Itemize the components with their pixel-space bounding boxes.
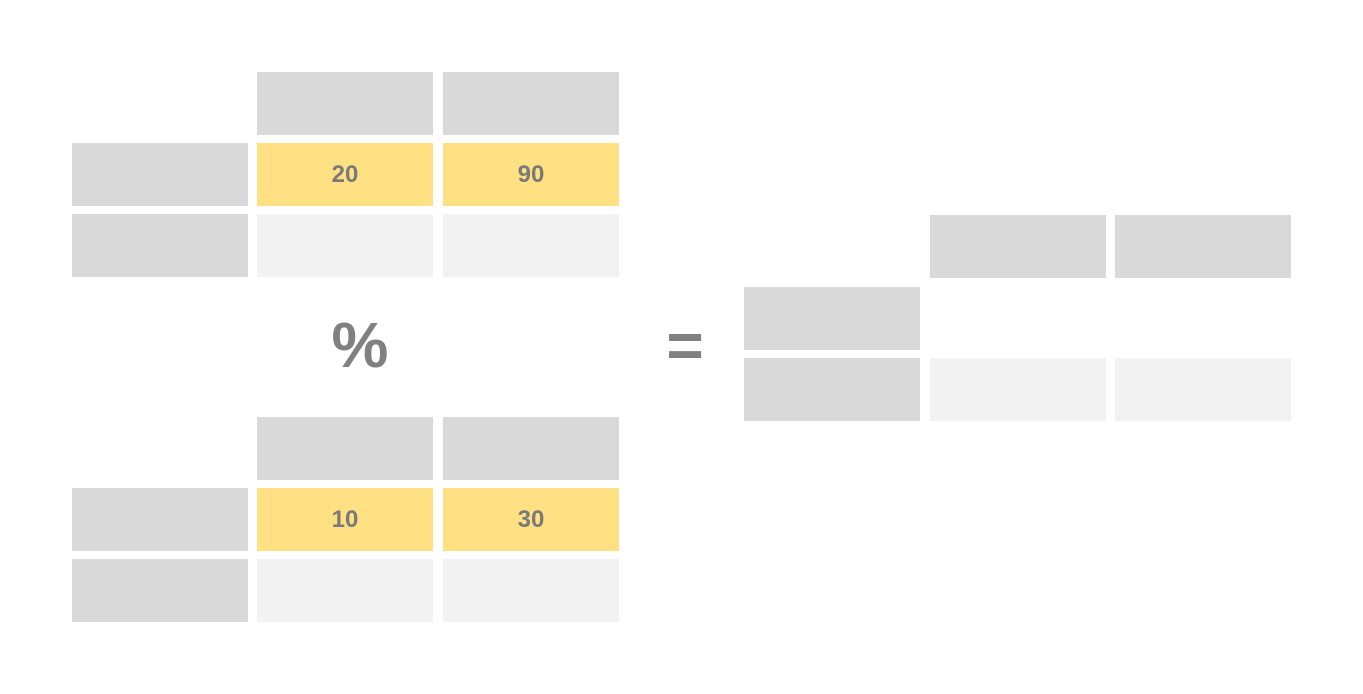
dataframe-b-cell-r2-c1 — [257, 559, 433, 622]
dataframe-a-column-header-2 — [443, 72, 619, 135]
dataframe-b-cell-r1-c1: 10 — [257, 488, 433, 551]
dataframe-a-row-index-1 — [72, 143, 248, 206]
dataframe-a-cell-r1-c2: 90 — [443, 143, 619, 206]
result-row-index-2 — [744, 358, 920, 421]
dataframe-a-column-header-1 — [257, 72, 433, 135]
result-column-header-2 — [1115, 215, 1291, 278]
dataframe-a-row-index-2 — [72, 214, 248, 277]
result-row-index-1 — [744, 287, 920, 350]
dataframe-b-row-index-2 — [72, 559, 248, 622]
dataframe-a-cell-r2-c1 — [257, 214, 433, 277]
dataframe-b-cell-r1-c2: 30 — [443, 488, 619, 551]
dataframe-b-row-index-1 — [72, 488, 248, 551]
dataframe-a-cell-r1-c1: 20 — [257, 143, 433, 206]
result-cell-r1-c2 — [1115, 287, 1291, 350]
dataframe-b-column-header-2 — [443, 417, 619, 480]
dataframe-b-cell-r2-c2 — [443, 559, 619, 622]
result-cell-r2-c1 — [930, 358, 1106, 421]
equals-operator: = — [666, 309, 704, 381]
dataframe-b-column-header-1 — [257, 417, 433, 480]
result-column-header-1 — [930, 215, 1106, 278]
result-cell-r1-c1 — [930, 287, 1106, 350]
modulo-operator: % — [331, 309, 389, 381]
result-cell-r2-c2 — [1115, 358, 1291, 421]
dataframe-a-cell-r2-c2 — [443, 214, 619, 277]
